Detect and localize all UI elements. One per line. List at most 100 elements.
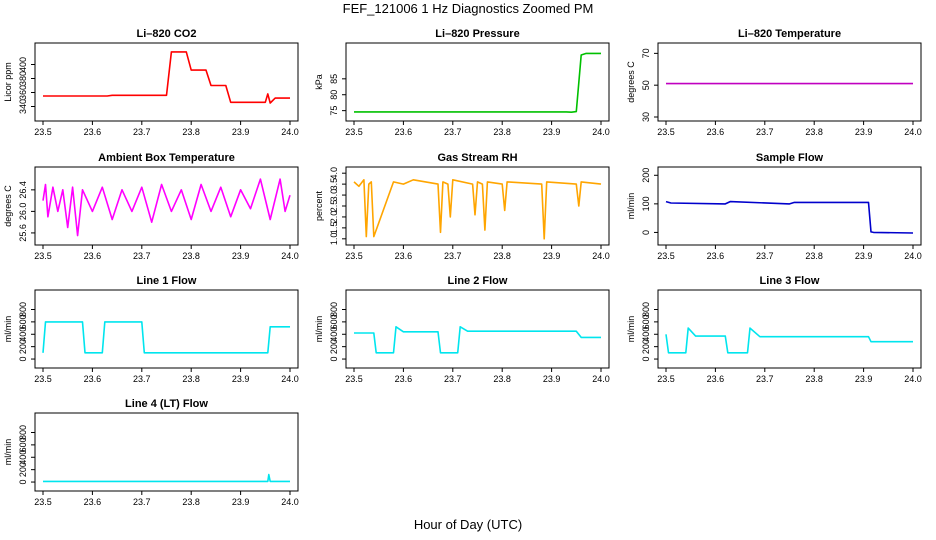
chart-title: Ambient Box Temperature (98, 152, 235, 164)
x-tick-label: 23.8 (805, 251, 823, 261)
x-tick-label: 23.7 (133, 374, 151, 384)
x-tick-label: 23.7 (133, 497, 151, 507)
series-line-1 (665, 200, 914, 234)
y-tick-label: 800 (641, 302, 651, 317)
series-line-1 (354, 325, 601, 354)
y-tick-label: 400 (18, 57, 28, 72)
x-tick-label: 23.6 (707, 127, 725, 137)
x-tick-label: 23.8 (805, 374, 823, 384)
chart-title: Line 2 Flow (448, 275, 508, 287)
chart-panel-6: Sample Flow 23.5 23.6 23.7 23.8 23.9 24.0 0 100 2… (626, 152, 922, 261)
y-tick-label: 25.6 (18, 224, 28, 242)
x-tick-label: 23.5 (657, 127, 675, 137)
series-line-1 (354, 52, 601, 113)
x-tick-label: 24.0 (281, 497, 299, 507)
y-axis-label: ml/min (626, 193, 636, 220)
y-tick-label: 400 (18, 450, 28, 465)
x-tick-label: 23.8 (182, 374, 200, 384)
x-tick-label: 23.6 (395, 374, 413, 384)
x-tick-label: 23.5 (34, 497, 52, 507)
y-tick-label: 800 (329, 302, 339, 317)
y-tick-label: 400 (641, 327, 651, 342)
x-tick-label: 23.5 (345, 251, 363, 261)
x-tick-label: 23.7 (756, 251, 774, 261)
series-line-1 (43, 51, 290, 104)
chart-panel-8: Line 2 Flow 23.5 23.6 23.7 23.8 23.9 24.0 0 2004… (314, 275, 610, 384)
plot-frame (34, 289, 299, 369)
x-tick-label: 23.7 (756, 127, 774, 137)
y-tick-label: 0 (329, 357, 339, 362)
chart-title: Gas Stream RH (437, 152, 517, 164)
x-tick-label: 23.8 (493, 127, 511, 137)
y-tick-label: 26.4 (18, 181, 28, 199)
y-tick-label: 200 (641, 168, 651, 183)
x-tick-label: 24.0 (281, 374, 299, 384)
x-tick-label: 23.9 (232, 374, 250, 384)
y-tick-label: 400 (329, 327, 339, 342)
x-tick-label: 23.7 (133, 251, 151, 261)
page-title: FEF_121006 1 Hz Diagnostics Zoomed PM (342, 1, 594, 16)
y-tick-label: 340 (18, 99, 28, 114)
x-tick-label: 23.9 (855, 374, 873, 384)
chart-panel-1: Li–820 CO2 23.5 23.6 23.7 23.8 23.9 24.0 340360… (3, 28, 299, 137)
x-tick-label: 23.9 (855, 127, 873, 137)
x-tick-label: 23.9 (543, 127, 561, 137)
y-tick-label: 600 (329, 314, 339, 329)
x-tick-label: 23.5 (34, 127, 52, 137)
plot-frame (34, 166, 299, 246)
x-tick-label: 23.9 (232, 127, 250, 137)
chart-title: Li–820 Temperature (738, 28, 841, 40)
x-tick-label: 23.7 (444, 374, 462, 384)
y-tick-label: 3.0 (329, 189, 339, 202)
y-axis-label: kPa (314, 74, 324, 90)
y-tick-label: 0 (18, 480, 28, 485)
y-tick-label: 30 (641, 112, 651, 122)
x-tick-label: 23.9 (232, 251, 250, 261)
y-tick-label: 4.0 (329, 167, 339, 180)
chart-panel-5: Gas Stream RH 23.5 23.6 23.7 23.8 23.9 24.0 1.0… (314, 152, 610, 261)
x-tick-label: 23.6 (84, 251, 102, 261)
y-tick-label: 600 (641, 314, 651, 329)
x-tick-label: 23.5 (34, 251, 52, 261)
y-tick-label: 400 (18, 327, 28, 342)
y-tick-label: 85 (329, 74, 339, 84)
plot-frame (657, 289, 922, 369)
x-tick-label: 24.0 (904, 374, 922, 384)
x-tick-label: 23.7 (133, 127, 151, 137)
chart-panel-9: Line 3 Flow 23.5 23.6 23.7 23.8 23.9 24.0 0 2004… (626, 275, 922, 384)
y-axis-label: degrees C (626, 61, 636, 103)
x-tick-label: 24.0 (904, 127, 922, 137)
x-tick-label: 24.0 (592, 251, 610, 261)
y-tick-label: 380 (18, 71, 28, 86)
y-axis-label: percent (314, 190, 324, 221)
x-tick-label: 23.8 (493, 251, 511, 261)
x-tick-label: 23.5 (345, 127, 363, 137)
y-tick-label: 26.0 (18, 203, 28, 221)
y-tick-label: 800 (18, 302, 28, 317)
x-tick-label: 23.7 (444, 251, 462, 261)
y-tick-label: 50 (641, 80, 651, 90)
x-tick-label: 23.5 (657, 374, 675, 384)
y-tick-label: 80 (329, 90, 339, 100)
y-tick-label: 1.5 (329, 222, 339, 235)
series-line-1 (43, 473, 290, 483)
x-tick-label: 23.6 (84, 497, 102, 507)
x-tick-label: 23.6 (395, 127, 413, 137)
plot-frame (345, 42, 610, 122)
x-tick-label: 23.6 (707, 374, 725, 384)
x-tick-label: 24.0 (281, 251, 299, 261)
plot-frame (657, 42, 922, 122)
plot-frame (34, 42, 299, 122)
x-tick-label: 23.6 (707, 251, 725, 261)
x-tick-label: 23.7 (756, 374, 774, 384)
x-tick-label: 23.9 (543, 374, 561, 384)
plot-frame (34, 412, 299, 492)
plot-frame (345, 289, 610, 369)
x-tick-label: 23.8 (182, 251, 200, 261)
y-tick-label: 200 (641, 339, 651, 354)
y-tick-label: 0 (641, 230, 651, 235)
y-axis-label: ml/min (626, 316, 636, 343)
y-tick-label: 360 (18, 85, 28, 100)
y-axis-label: Licor ppm (3, 62, 13, 102)
